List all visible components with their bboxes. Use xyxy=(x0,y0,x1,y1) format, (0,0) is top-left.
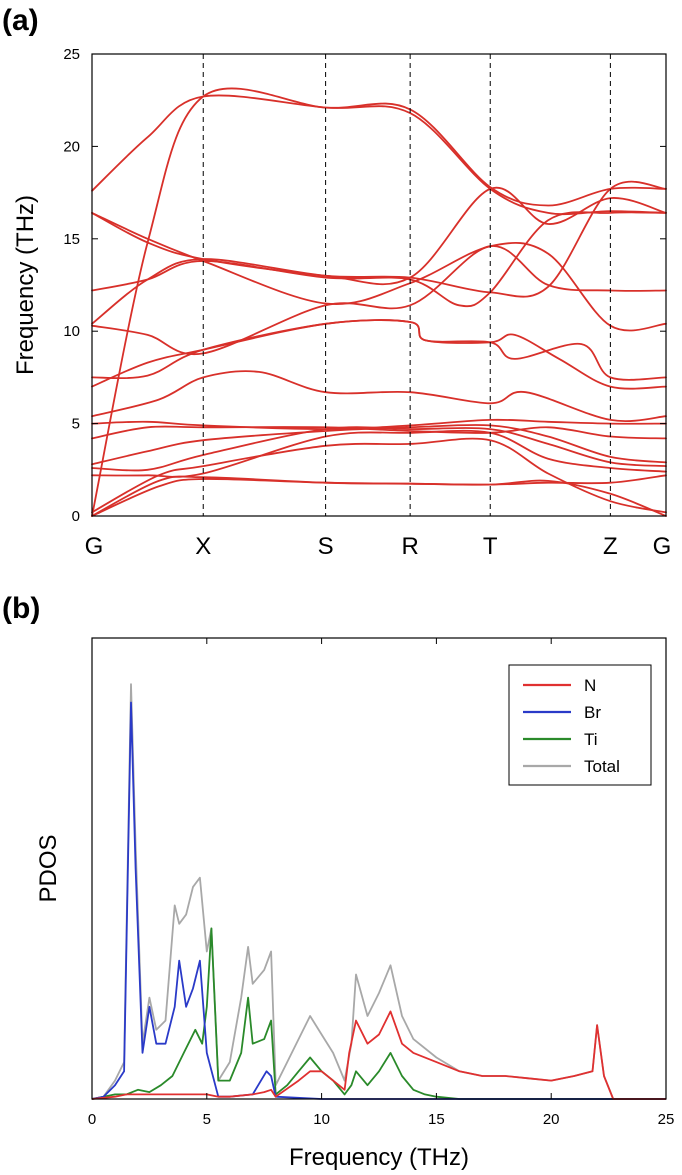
x-axis-ticks-b: 0 5 10 15 20 25 xyxy=(88,638,675,1128)
band-17 xyxy=(91,94,667,216)
x-label-S: S xyxy=(318,533,334,560)
y-axis-title-a: Frequency (THz) xyxy=(12,195,39,375)
band-8 xyxy=(91,418,667,430)
legend-label-Br: Br xyxy=(584,703,601,722)
x-label-Z: Z xyxy=(603,533,618,560)
legend: N Br Ti Total xyxy=(508,664,652,786)
y-axis-title-b: PDOS xyxy=(35,834,62,902)
pdos-plot: 0 5 10 15 20 25 Frequency (THz) PDOS N Br Ti Tot… xyxy=(35,637,675,1171)
band-18 xyxy=(91,87,667,517)
x-tick-label: 10 xyxy=(313,1111,330,1128)
legend-label-N: N xyxy=(584,676,596,695)
x-tick-label: 15 xyxy=(428,1111,445,1128)
y-tick-label: 25 xyxy=(63,46,80,63)
legend-label-Ti: Ti xyxy=(584,730,598,749)
x-label-G: G xyxy=(653,533,672,560)
band-13 xyxy=(91,211,667,308)
plot-frame-a xyxy=(91,53,667,517)
band-12 xyxy=(91,245,667,356)
symmetry-point-lines xyxy=(202,54,611,516)
band-4 xyxy=(91,429,667,478)
band-9 xyxy=(91,370,667,422)
band-5 xyxy=(91,426,667,472)
x-label-G: G xyxy=(85,533,104,560)
band-11 xyxy=(91,319,667,381)
y-tick-label: 20 xyxy=(63,138,80,155)
band-7 xyxy=(91,425,667,440)
x-label-R: R xyxy=(401,533,418,560)
plot-frame-b xyxy=(91,637,667,1100)
y-tick-label: 5 xyxy=(72,416,80,433)
series-Ti xyxy=(91,927,666,1100)
legend-label-Total: Total xyxy=(584,757,620,776)
band-6 xyxy=(91,424,667,466)
x-tick-label: 20 xyxy=(543,1111,560,1128)
x-tick-label: 25 xyxy=(658,1111,675,1128)
panel-label-b: (b) xyxy=(2,592,40,625)
band-structure-plot: 0 5 10 15 20 25 G X S R T Z G Frequency (THz) xyxy=(12,46,671,560)
x-tick-label: 0 xyxy=(88,1111,96,1128)
band-16 xyxy=(91,186,667,286)
y-axis-ticks-a: 0 5 10 15 20 25 xyxy=(63,46,666,525)
x-tick-label: 5 xyxy=(203,1111,211,1128)
band-3 xyxy=(91,437,667,514)
y-tick-label: 10 xyxy=(63,323,80,340)
x-axis-title-b: Frequency (THz) xyxy=(289,1144,469,1171)
series-Br xyxy=(91,701,666,1100)
x-label-X: X xyxy=(195,533,211,560)
y-tick-label: 0 xyxy=(72,508,80,525)
y-tick-label: 15 xyxy=(63,231,80,248)
x-label-T: T xyxy=(483,533,498,560)
panel-label-a: (a) xyxy=(2,4,39,37)
